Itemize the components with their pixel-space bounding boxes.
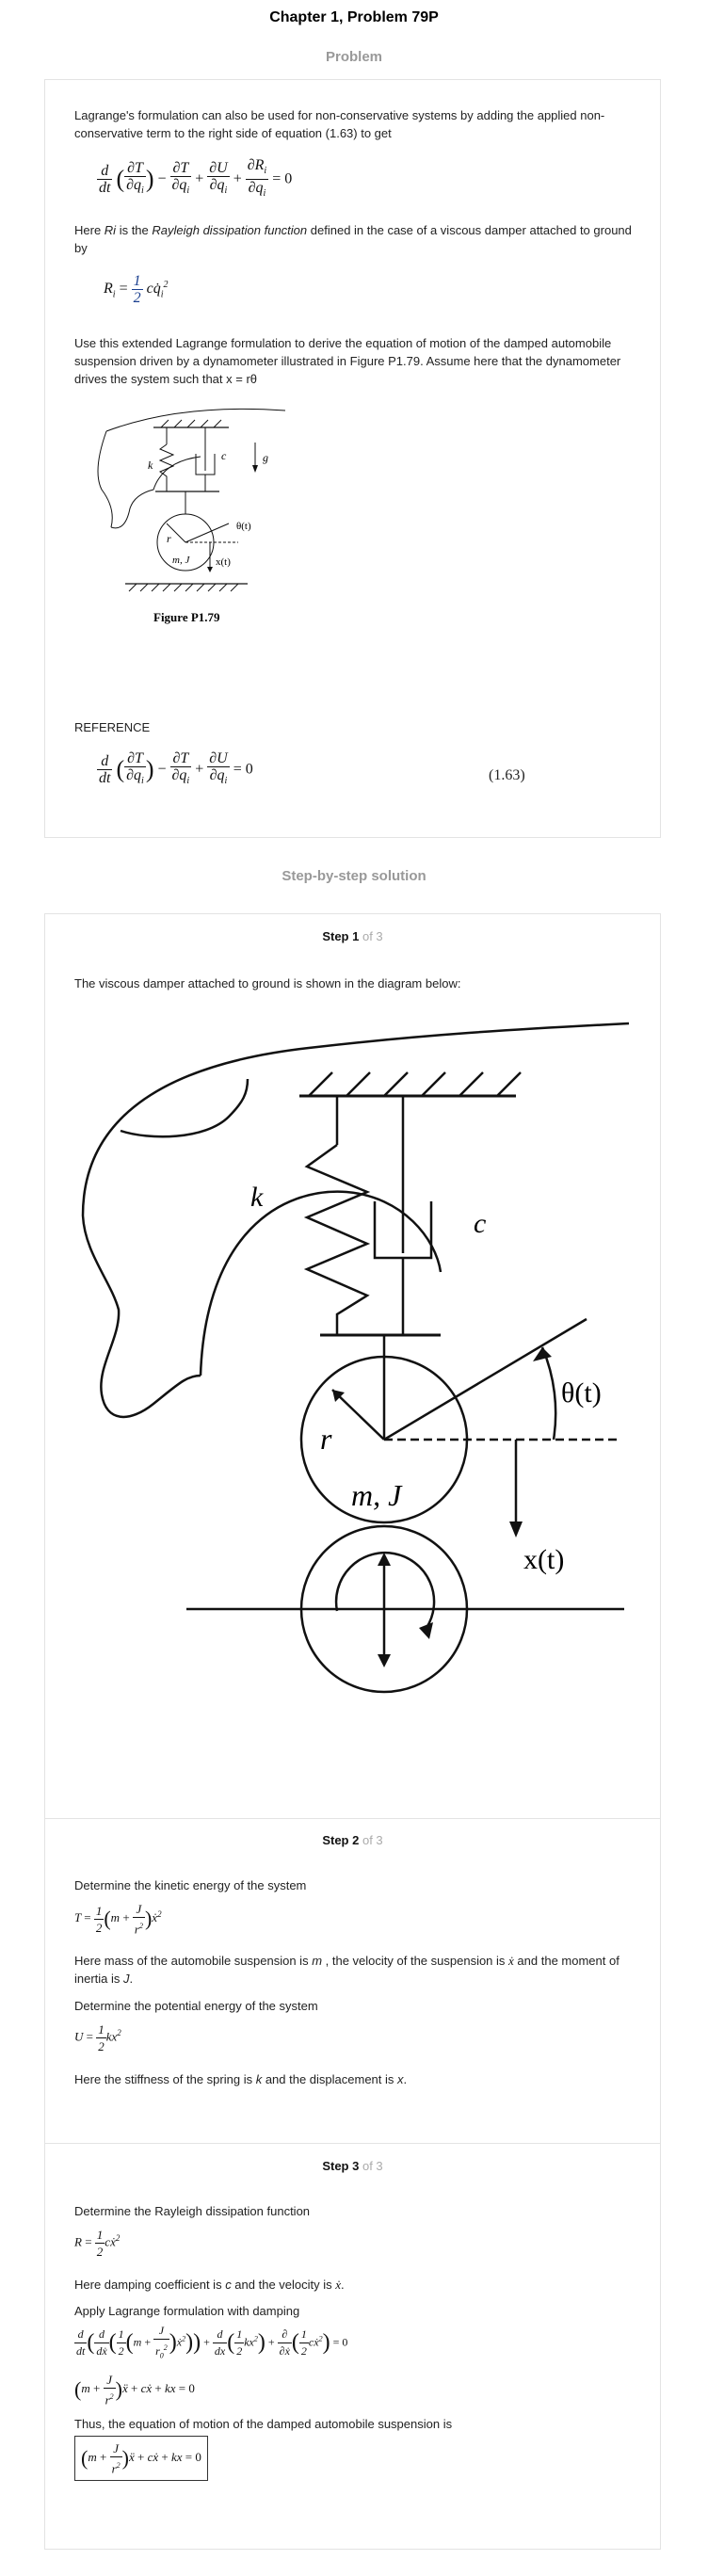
- step-3-apply-text: Apply Lagrange formulation with damping: [74, 2304, 300, 2318]
- fig-label-x: x(t): [216, 556, 231, 568]
- stiffness-symbol: k: [255, 2072, 263, 2086]
- step-divider-1: [45, 1818, 660, 1819]
- figure-p1-79: k c g r m, J θ(t) x(t) Figure P1.79: [97, 408, 286, 624]
- stiffness-text-a: Here the stiffness of the spring is: [74, 2072, 256, 2086]
- step-3-conclusion-text: Thus, the equation of motion of the damp…: [74, 2417, 453, 2431]
- step-2-potential-text: Determine the potential energy of the sy…: [74, 1999, 318, 2013]
- fig-label-theta: θ(t): [236, 521, 251, 532]
- mass-symbol: m: [312, 1954, 323, 1968]
- rayleigh-post: defined in the case of a viscous damper …: [74, 223, 632, 255]
- step-2-kinetic-text: Determine the kinetic energy of the syst…: [74, 1878, 307, 1892]
- diagram-label-x: x(t): [523, 1544, 564, 1575]
- step-3-rayleigh-text: Determine the Rayleigh dissipation funct…: [74, 2204, 311, 2218]
- step-2-number: Step 2: [322, 1833, 360, 1847]
- extended-lagrange-equation: d dt (∂T ∂qi) − ∂T ∂qi + ∂U ∂qi + ∂Ri ∂qi = 0: [97, 157, 293, 200]
- diagram-label-k: k: [250, 1182, 264, 1213]
- step-3-number: Step 3: [322, 2159, 360, 2173]
- diagram-label-r: r: [320, 1422, 332, 1456]
- mass-text-a: Here mass of the automobile suspension i…: [74, 1954, 313, 1968]
- fig-label-g: g: [263, 451, 268, 464]
- rayleigh-mid: is the: [116, 223, 153, 237]
- damper-diagram: k c r m, J θ(t) x(t): [81, 1022, 630, 1694]
- diagram-label-theta: θ(t): [561, 1377, 602, 1409]
- diagram-label-c: c: [474, 1208, 486, 1239]
- rayleigh-description: Here Ri is the Rayleigh dissipation func…: [74, 221, 639, 257]
- step-2-mass-text: Here mass of the automobile suspension i…: [74, 1952, 639, 1988]
- step-3-heading: Step 3 of 3: [45, 2159, 660, 2173]
- stiffness-text-c: .: [403, 2072, 408, 2086]
- stiffness-text-b: and the displacement is: [262, 2072, 398, 2086]
- step-1-heading: Step 1 of 3: [45, 929, 660, 943]
- reference-eq-number: (1.63): [489, 767, 525, 783]
- diagram-label-mj: m, J: [351, 1478, 403, 1512]
- solution-heading: Step-by-step solution: [282, 868, 426, 884]
- rayleigh-symbol: Ri: [104, 223, 117, 237]
- step-1-of: of 3: [362, 929, 383, 943]
- problem-intro: Lagrange's formulation can also be used …: [74, 108, 605, 140]
- fig-label-mj: m, J: [172, 555, 190, 566]
- damping-text-d: .: [341, 2278, 345, 2292]
- fig-label-c: c: [221, 449, 227, 462]
- figure-caption: Figure P1.79: [153, 610, 220, 624]
- step-3-damping-text: Here damping coefficient is c and the ve…: [74, 2276, 345, 2294]
- step-2-heading: Step 2 of 3: [45, 1833, 660, 1847]
- inertia-symbol: J: [123, 1972, 130, 1986]
- step-1-text: The viscous damper attached to ground is…: [74, 976, 461, 990]
- step-2-of: of 3: [362, 1833, 383, 1847]
- step-divider-2: [45, 2143, 660, 2144]
- page-title: Chapter 1, Problem 79P: [269, 9, 439, 25]
- damping-symbol: c: [225, 2278, 232, 2292]
- reference-label: REFERENCE: [74, 720, 151, 734]
- potential-energy-equation: U = 1 2 kx2: [74, 2022, 121, 2053]
- step-3-of: of 3: [362, 2159, 383, 2173]
- rayleigh-pre: Here: [74, 223, 105, 237]
- damping-text-b: and the velocity is: [231, 2278, 336, 2292]
- mass-text-d: .: [129, 1972, 134, 1986]
- dissipation-equation: R = 1 2 cẋ2: [74, 2228, 121, 2259]
- displacement-symbol: x: [397, 2072, 404, 2086]
- fig-label-r: r: [167, 532, 171, 545]
- solution-card: Step 1 of 3 The viscous damper attached …: [44, 913, 661, 2550]
- velocity-symbol: ẋ: [508, 1954, 514, 1968]
- problem-card: Lagrange's formulation can also be used …: [44, 79, 661, 838]
- mass-text-b: , the velocity of the suspension is: [322, 1954, 509, 1968]
- problem-heading: Problem: [325, 49, 382, 65]
- fig-label-k: k: [148, 459, 153, 472]
- rayleigh-term: Rayleigh dissipation function: [152, 223, 308, 237]
- mass-text-c: and the moment of inertia is: [74, 1954, 620, 1986]
- velocity-symbol-2: ẋ: [335, 2278, 342, 2292]
- step-2-stiffness-text: Here the stiffness of the spring is k an…: [74, 2070, 639, 2088]
- problem-task: Use this extended Lagrange formulation t…: [74, 336, 621, 386]
- damping-text-a: Here damping coefficient is: [74, 2278, 226, 2292]
- step-1-number: Step 1: [322, 929, 360, 943]
- reference-equation: d dt (∂T ∂qi) − ∂T ∂qi + ∂U ∂qi = 0: [97, 750, 253, 787]
